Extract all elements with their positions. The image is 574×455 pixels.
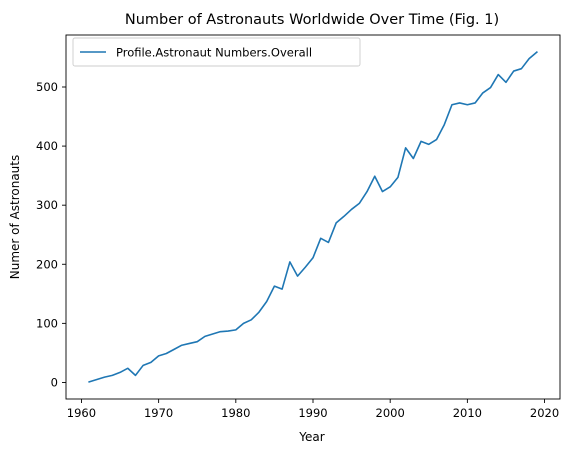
x-tick-label: 1990 (298, 406, 327, 420)
y-tick-label: 300 (36, 198, 58, 212)
x-axis-label: Year (298, 430, 324, 444)
x-axis-ticks: 1960 1970 1980 1990 2000 2010 2020 (67, 399, 559, 420)
y-tick-label: 100 (36, 316, 58, 330)
plot-area: 1960 1970 1980 1990 2000 2010 2020 0 100 200 300 4… (36, 34, 561, 420)
y-tick-label: 0 (51, 375, 58, 389)
y-tick-label: 500 (36, 80, 58, 94)
y-axis-label: Numer of Astronauts (8, 155, 22, 279)
y-axis-ticks: 0 100 200 300 400 500 (36, 80, 66, 389)
x-tick-label: 1970 (144, 406, 173, 420)
x-tick-label: 1980 (221, 406, 250, 420)
legend: Profile.Astronaut Numbers.Overall (72, 37, 361, 67)
y-tick-label: 400 (36, 139, 58, 153)
y-tick-label: 200 (36, 257, 58, 271)
x-tick-label: 2010 (453, 406, 482, 420)
x-tick-label: 2020 (530, 406, 559, 420)
x-tick-label: 1960 (67, 406, 96, 420)
series-layer (88, 51, 538, 383)
series-line-0 (88, 51, 538, 383)
legend-box (72, 37, 361, 67)
legend-label: Profile.Astronaut Numbers.Overall (116, 46, 312, 60)
x-tick-label: 2000 (376, 406, 405, 420)
chart-title: Number of Astronauts Worldwide Over Time… (125, 12, 499, 28)
